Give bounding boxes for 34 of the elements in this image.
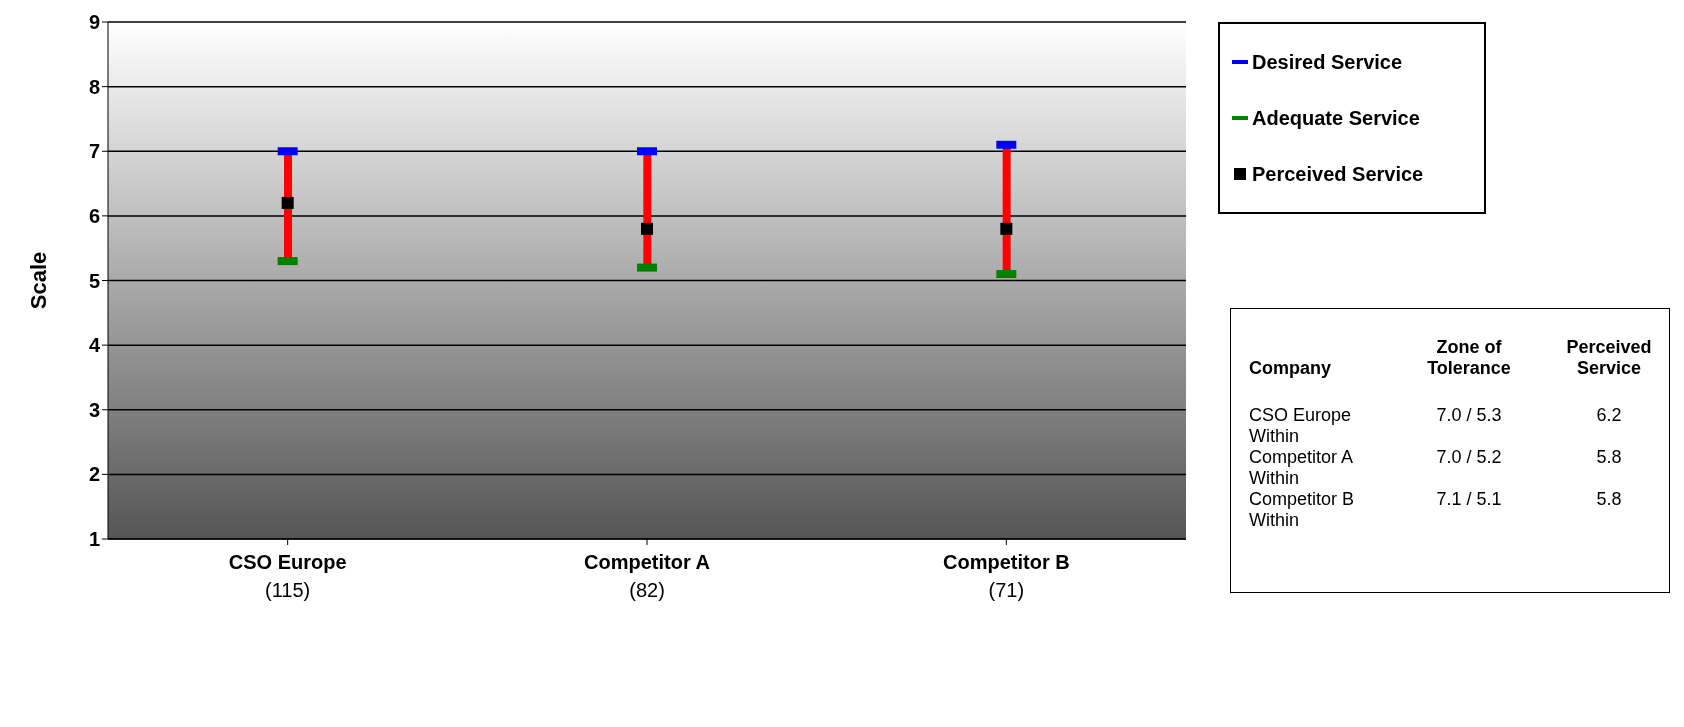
y-tick-label: 4 bbox=[88, 334, 101, 357]
text: 5.8 bbox=[1595, 447, 1623, 468]
point bbox=[1000, 222, 1013, 235]
y-tick-label: 8 bbox=[88, 75, 100, 98]
text: Perceived Service bbox=[1565, 337, 1653, 379]
x-tick-label: Competitor A (82) bbox=[584, 551, 710, 601]
text: Zone of Tolerance bbox=[1426, 337, 1512, 379]
text: 5.8 bbox=[1595, 489, 1623, 510]
text: 7.1 / 5.1 bbox=[1435, 489, 1503, 510]
text: CSO Europe bbox=[1249, 405, 1353, 426]
legend-label: Perceived Service bbox=[1252, 162, 1424, 186]
text: 7.0 / 5.3 bbox=[1435, 405, 1503, 426]
y-tick-label: 7 bbox=[88, 140, 100, 163]
legend-label: Desired Service bbox=[1252, 50, 1403, 74]
y-tick-label: 6 bbox=[88, 204, 100, 227]
text: Within bbox=[1249, 468, 1300, 489]
y-axis-title: Scale bbox=[25, 251, 51, 310]
text: Company bbox=[1249, 358, 1332, 379]
y-tick-label: 3 bbox=[88, 398, 100, 421]
y-tick-label: 1 bbox=[88, 528, 100, 551]
x-tick-label: CSO Europe (115) bbox=[228, 551, 347, 601]
point bbox=[281, 196, 294, 209]
text: 7.0 / 5.2 bbox=[1435, 447, 1503, 468]
y-tick-label: 9 bbox=[88, 11, 100, 34]
x-tick-label: Competitor B (71) bbox=[943, 551, 1070, 601]
y-tick-label: 5 bbox=[88, 269, 100, 292]
text: Competitor B bbox=[1249, 489, 1356, 510]
legend-label: Adequate Service bbox=[1252, 106, 1420, 130]
y-tick-label: 2 bbox=[88, 463, 100, 486]
text: 6.2 bbox=[1595, 405, 1623, 426]
text: Within bbox=[1249, 510, 1300, 531]
point bbox=[641, 222, 653, 235]
text: Competitor A bbox=[1249, 447, 1355, 468]
text: Within bbox=[1249, 426, 1300, 447]
